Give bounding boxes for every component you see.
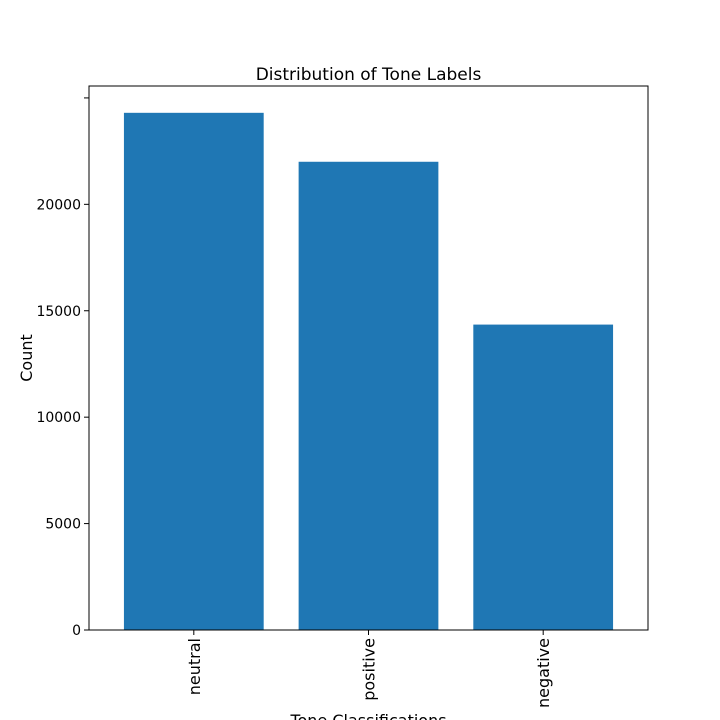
x-tick-label-positive: positive (360, 638, 379, 701)
x-axis-ticks: neutral positive negative (185, 630, 553, 708)
x-tick-label-negative: negative (534, 638, 553, 708)
bar-negative (473, 324, 614, 630)
y-tick-label: 20000 (36, 197, 81, 213)
bar-neutral (123, 112, 264, 631)
y-tick-label: 5000 (45, 517, 81, 533)
bars-group (123, 112, 614, 631)
y-tick-label: 0 (72, 623, 81, 639)
y-tick-label: 10000 (36, 410, 81, 426)
y-axis-ticks: 0 5000 10000 15000 20000 (36, 97, 89, 639)
y-tick-label: 15000 (36, 304, 81, 320)
y-axis-label: Count (17, 334, 36, 382)
x-tick-label-neutral: neutral (185, 638, 204, 695)
x-axis-label: Tone Classifications (289, 711, 446, 720)
chart-title: Distribution of Tone Labels (256, 65, 482, 85)
bar-positive (298, 161, 439, 631)
